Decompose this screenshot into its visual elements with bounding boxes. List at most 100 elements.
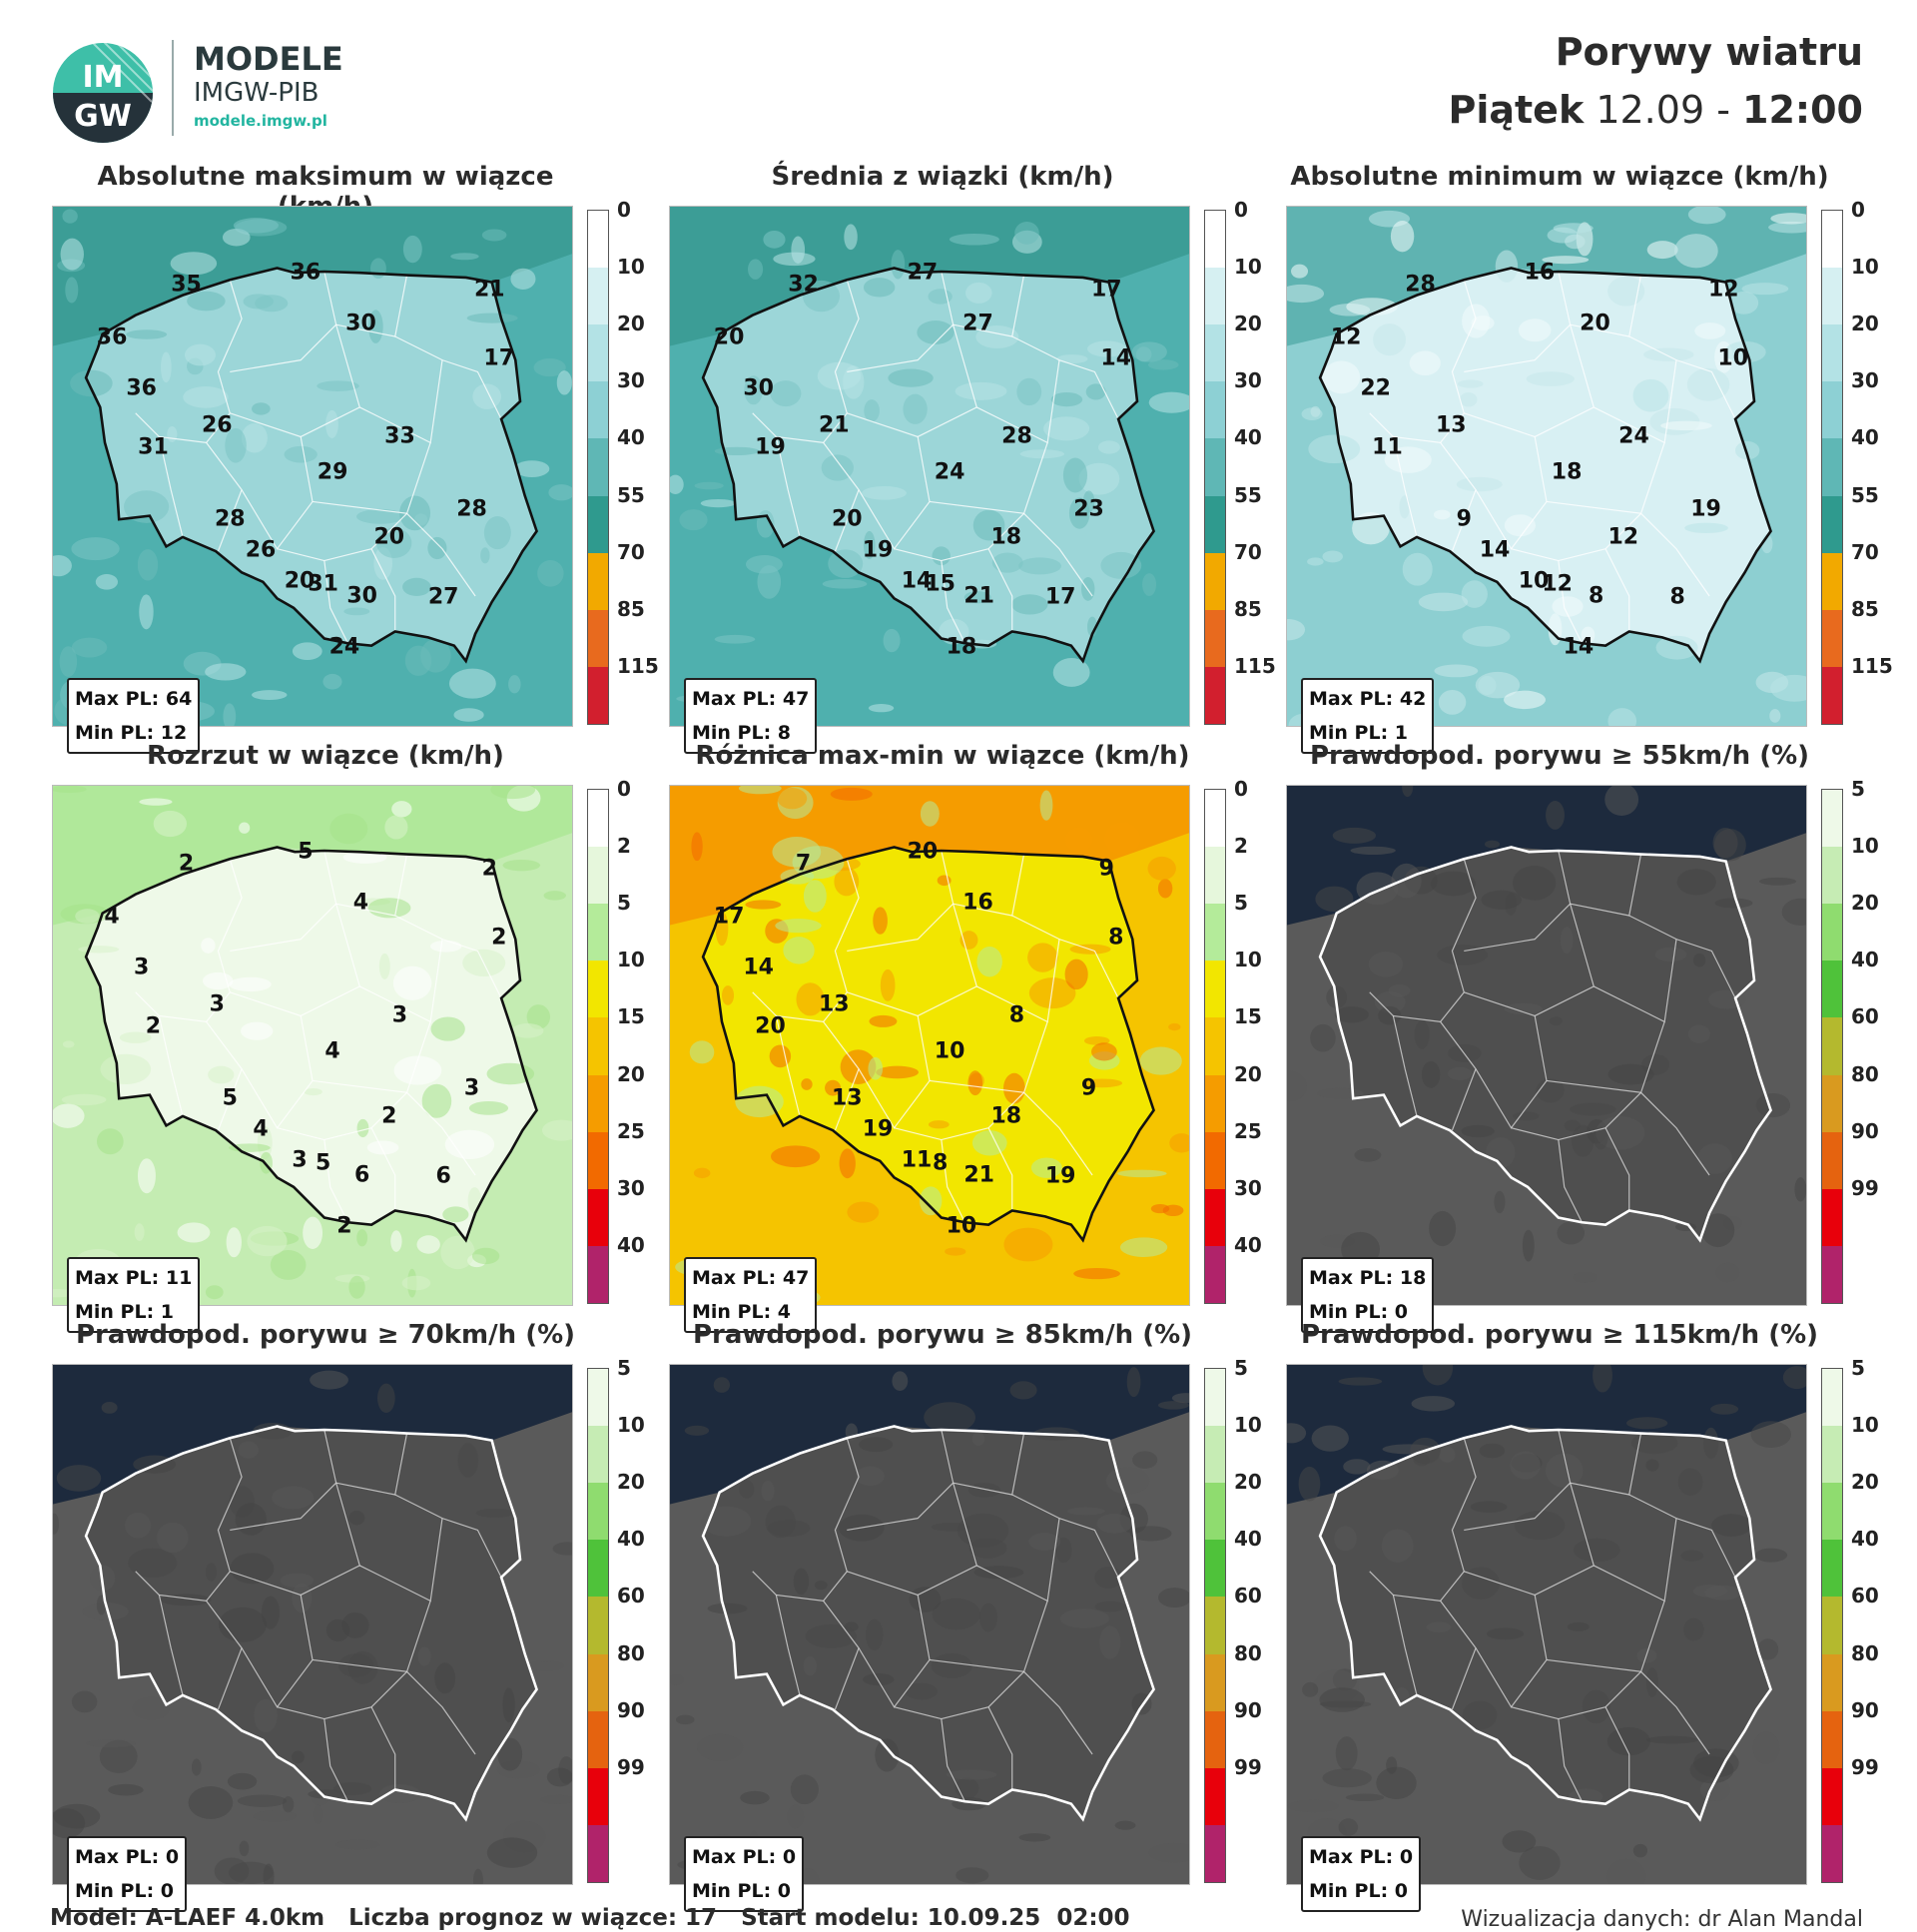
value-label: 13 — [1435, 412, 1467, 438]
poland-landmass — [1320, 847, 1771, 1240]
poland-map: 32 27 17 27 20 14 30 21 28 19 24 23 20 19 18 15 14 21 17 18… — [669, 206, 1190, 754]
colorbar-segment — [1822, 552, 1842, 610]
min-pl: Min PL: 0 — [1309, 1880, 1409, 1902]
value-label: 14 — [1563, 634, 1595, 660]
value-label: 16 — [962, 890, 993, 916]
panel-title: Różnica max-min w wiązce (km/h) — [695, 741, 1190, 771]
colorbar-tick: 70 — [617, 539, 645, 564]
colorbar-segment — [1205, 609, 1225, 667]
value-label: 24 — [328, 634, 360, 660]
colorbar-tick: 20 — [617, 312, 645, 336]
value-label: 2 — [178, 851, 195, 877]
model-name: Model: A-LAEF 4.0km — [50, 1905, 325, 1931]
colorbar-tick: 20 — [1234, 1061, 1262, 1086]
value-label: 21 — [473, 277, 505, 303]
value-label: 19 — [862, 537, 894, 563]
colorbar-tick: 90 — [617, 1697, 645, 1722]
value-label: 14 — [1100, 345, 1132, 371]
value-label: 3 — [292, 1147, 308, 1173]
stats-box: Max PL: 11 Min PL: 1 — [67, 1257, 201, 1333]
value-label: 28 — [1405, 272, 1436, 298]
colorbar-segment — [1205, 904, 1225, 962]
value-label: 12 — [1542, 571, 1573, 597]
value-label: 12 — [1607, 524, 1639, 550]
colorbar-tick: 20 — [617, 1061, 645, 1086]
stats-box: Max PL: 47 Min PL: 4 — [684, 1257, 818, 1333]
colorbar-tick: 55 — [1234, 482, 1262, 507]
colorbar-segment — [1205, 268, 1225, 325]
value-label: 12 — [1707, 277, 1739, 303]
colorbar-segment — [1205, 1653, 1225, 1711]
colorbar-segment — [1822, 1597, 1842, 1654]
colorbar-tick: 60 — [617, 1584, 645, 1609]
forecast-sep: - — [1716, 88, 1730, 132]
stats-box: Max PL: 0 Min PL: 0 — [684, 1836, 805, 1912]
colorbar-tick: 90 — [1851, 1118, 1879, 1143]
value-label: 11 — [1372, 434, 1403, 460]
max-pl: Max PL: 0 — [692, 1846, 797, 1868]
value-label: 3 — [133, 955, 150, 980]
value-label: 4 — [104, 904, 120, 930]
colorbar-tick: 90 — [1851, 1697, 1879, 1722]
value-label: 18 — [990, 1103, 1022, 1129]
value-label: 18 — [1551, 459, 1583, 485]
poland-map: Max PL: 0 Min PL: 0 — [52, 1364, 573, 1912]
colorbar-segment — [1205, 552, 1225, 610]
colorbar-segment — [588, 1483, 608, 1541]
colorbar-segment — [1205, 1483, 1225, 1541]
colorbar-segment — [1205, 381, 1225, 439]
panel-title: Absolutne minimum w wiązce (km/h) — [1290, 162, 1829, 192]
colorbar-segment — [1822, 1131, 1842, 1189]
brand-url[interactable]: modele.imgw.pl — [194, 112, 327, 130]
model-start: Start modelu: 10.09.25 02:00 — [741, 1905, 1130, 1931]
value-label: 24 — [1618, 423, 1649, 449]
baltic-sea — [53, 207, 572, 346]
value-label: 17 — [483, 345, 515, 371]
colorbar-segment — [588, 790, 608, 848]
poland-landmass — [1320, 1426, 1771, 1819]
colorbar-tick: 10 — [1234, 1413, 1262, 1438]
poland-map: 35 36 21 30 36 17 36 26 33 31 29 28 28 26 20 31 20 30 27 24… — [52, 206, 573, 754]
colorbar-segment — [1205, 1597, 1225, 1654]
colorbar-segment — [588, 1245, 608, 1303]
value-label: 14 — [901, 568, 933, 594]
colorbar-tick: 80 — [1851, 1061, 1879, 1086]
value-label: 11 — [901, 1147, 933, 1173]
country-border — [84, 267, 538, 664]
colorbar-tick: 10 — [1234, 948, 1262, 972]
value-label: 8 — [1108, 925, 1124, 951]
colorbar-tick: 20 — [617, 1470, 645, 1495]
max-pl: Max PL: 47 — [692, 688, 810, 710]
colorbar-segment — [1822, 1710, 1842, 1768]
baltic-sea — [1287, 786, 1806, 926]
colorbar-segment — [1205, 1369, 1225, 1427]
colorbar-segment — [1205, 1017, 1225, 1075]
colorbar-segment — [588, 438, 608, 496]
map-panel: Rozrzut w wiązce (km/h) 2 5 2 4 4 2 3 3 3 2 4 3 5 4 2 5 3… — [46, 741, 645, 1333]
baltic-sea — [53, 1365, 572, 1505]
colorbar-segment — [1822, 847, 1842, 905]
value-label: 10 — [934, 1038, 965, 1064]
value-label: 36 — [96, 324, 128, 350]
colorbar-segment — [588, 381, 608, 439]
colorbar-tick: 80 — [1851, 1640, 1879, 1665]
colorbar-segment — [588, 609, 608, 667]
colorbar — [1204, 789, 1226, 1304]
colorbar-segment — [1205, 790, 1225, 848]
colorbar-tick: 40 — [1851, 948, 1879, 972]
value-label: 30 — [743, 375, 774, 401]
colorbar-tick: 40 — [1851, 425, 1879, 450]
colorbar-segment — [1205, 438, 1225, 496]
min-pl: Min PL: 1 — [1309, 722, 1409, 744]
value-label: 24 — [934, 459, 965, 485]
value-label: 5 — [222, 1085, 238, 1111]
colorbar-segment — [1205, 1710, 1225, 1768]
colorbar-tick: 60 — [1851, 1584, 1879, 1609]
colorbar-segment — [588, 1017, 608, 1075]
value-label: 3 — [391, 1002, 408, 1028]
colorbar-tick: 85 — [1851, 596, 1879, 621]
value-label: 19 — [862, 1116, 894, 1142]
value-label: 28 — [456, 496, 487, 522]
value-label: 6 — [353, 1162, 370, 1188]
